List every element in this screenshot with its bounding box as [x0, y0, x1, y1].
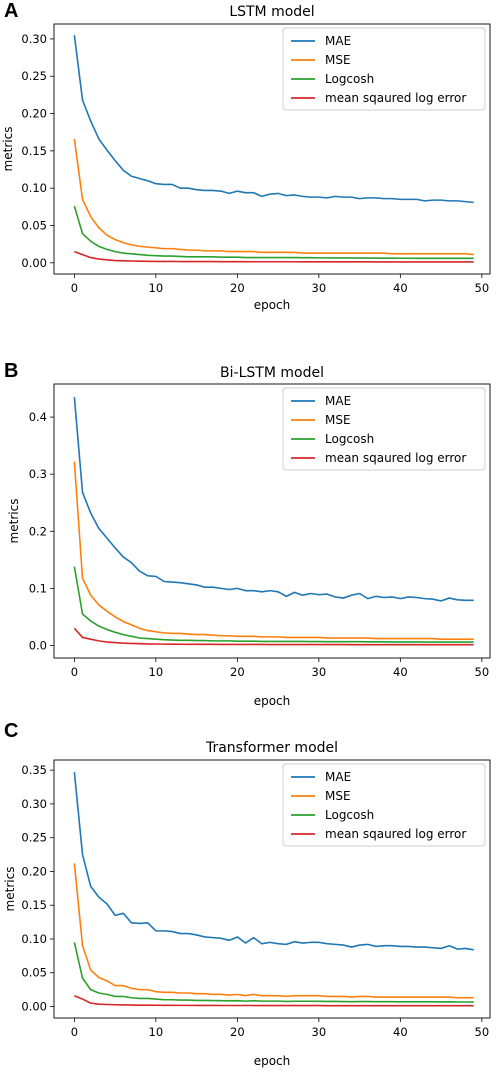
- y-tick-label: 0.35: [21, 763, 47, 777]
- legend-box: [282, 387, 486, 471]
- series-line-mae: [73, 397, 474, 602]
- series-line-mean-sqaured-log-error: [73, 627, 474, 646]
- panel-letter: B: [4, 360, 19, 382]
- plot-frame: [53, 383, 491, 659]
- series-line-logcosh: [73, 566, 474, 643]
- x-tick-label: 40: [393, 281, 408, 295]
- legend-label: MSE: [325, 53, 351, 67]
- x-tick-label: 20: [230, 665, 245, 679]
- y-tick-label: 0.4: [29, 410, 47, 424]
- x-tick-label: 0: [71, 665, 78, 679]
- legend-label: MAE: [325, 394, 351, 408]
- x-tick-label: 10: [149, 665, 164, 679]
- chart-title: Bi-LSTM model: [220, 365, 324, 381]
- x-tick-label: 50: [475, 281, 490, 295]
- series-line-mean-sqaured-log-error: [74, 250, 474, 263]
- x-tick-label: 30: [312, 281, 327, 295]
- x-tick-label: 50: [475, 1025, 490, 1039]
- legend-label: Logcosh: [325, 808, 374, 822]
- y-tick-label: 0.10: [21, 932, 47, 946]
- legend-box: [282, 27, 486, 111]
- x-tick-label: 30: [312, 665, 327, 679]
- x-axis-label: epoch: [254, 694, 291, 708]
- x-tick-label: 30: [312, 1025, 327, 1039]
- chart-title: Transformer model: [205, 740, 338, 756]
- series-line-mse: [73, 138, 474, 256]
- y-tick-label: 0.25: [21, 69, 47, 83]
- y-axis-label: metrics: [3, 867, 17, 912]
- legend-label: mean sqaured log error: [325, 451, 466, 465]
- x-tick-label: 50: [475, 665, 490, 679]
- panel-b: B Bi-LSTM model 0 10 20 30 40 50 0.0 0.1 0.2 0.3 0.…: [0, 360, 498, 720]
- y-tick-label: 0.2: [29, 524, 47, 538]
- panel-c: C Transformer model 0 10 20 30 40 50 0.00 0.05 0.…: [0, 720, 498, 1080]
- x-tick-label: 0: [71, 1025, 78, 1039]
- series-line-logcosh: [73, 942, 474, 1003]
- y-axis-label: metrics: [7, 499, 21, 544]
- transformer-chart: Transformer model 0 10 20 30 40 50 0.00 0.05 0.10…: [3, 740, 491, 1068]
- y-tick-label: 0.20: [21, 864, 47, 878]
- series-line-mse: [73, 863, 474, 999]
- legend-label: MAE: [325, 770, 351, 784]
- x-tick-label: 20: [230, 281, 245, 295]
- x-tick-label: 20: [230, 1025, 245, 1039]
- y-tick-label: 0.30: [21, 32, 47, 46]
- series-line-logcosh: [73, 205, 474, 260]
- series-line-mean-sqaured-log-error: [74, 994, 474, 1007]
- y-tick-label: 0.3: [29, 467, 47, 481]
- legend-label: Logcosh: [325, 72, 374, 86]
- y-axis-label: metrics: [1, 127, 15, 172]
- x-axis-label: epoch: [254, 298, 291, 312]
- legend-label: MSE: [325, 789, 351, 803]
- series-line-mae: [73, 772, 474, 951]
- y-tick-label: 0.00: [21, 256, 47, 270]
- series-line-mse: [73, 461, 474, 640]
- x-axis-label: epoch: [254, 1054, 291, 1068]
- legend-label: MSE: [325, 413, 351, 427]
- panel-a: A LSTM model 0 10 20 30 40 50 0.00 0.05 0.10 0.15 0…: [0, 0, 498, 360]
- panel-letter: A: [4, 0, 19, 22]
- y-tick-label: 0.30: [21, 797, 47, 811]
- x-tick-label: 10: [149, 1025, 164, 1039]
- legend-label: Logcosh: [325, 432, 374, 446]
- y-tick-label: 0.20: [21, 107, 47, 121]
- x-tick-label: 40: [393, 665, 408, 679]
- y-tick-label: 0.10: [21, 181, 47, 195]
- x-tick-label: 40: [393, 1025, 408, 1039]
- y-tick-label: 0.00: [21, 1000, 47, 1014]
- y-tick-label: 0.05: [21, 218, 47, 232]
- y-tick-label: 0.15: [21, 898, 47, 912]
- y-tick-label: 0.25: [21, 831, 47, 845]
- legend-label: MAE: [325, 34, 351, 48]
- series-line-mae: [73, 35, 474, 204]
- chart-title: LSTM model: [229, 4, 314, 20]
- bi-lstm-chart: Bi-LSTM model 0 10 20 30 40 50 0.0 0.1 0.2 0.3 0.4 e…: [7, 365, 491, 708]
- plot-frame: [53, 759, 491, 1019]
- plot-frame: [53, 23, 491, 275]
- legend-box: [282, 763, 486, 847]
- legend-label: mean sqaured log error: [325, 91, 466, 105]
- lstm-chart: LSTM model 0 10 20 30 40 50 0.00 0.05 0.10 0.15 0.2…: [1, 4, 491, 312]
- panel-letter: C: [4, 720, 19, 742]
- y-tick-label: 0.15: [21, 144, 47, 158]
- y-tick-label: 0.0: [29, 638, 47, 652]
- legend-label: mean sqaured log error: [325, 827, 466, 841]
- x-tick-label: 10: [149, 281, 164, 295]
- x-tick-label: 0: [71, 281, 78, 295]
- y-tick-label: 0.1: [29, 581, 47, 595]
- y-tick-label: 0.05: [21, 966, 47, 980]
